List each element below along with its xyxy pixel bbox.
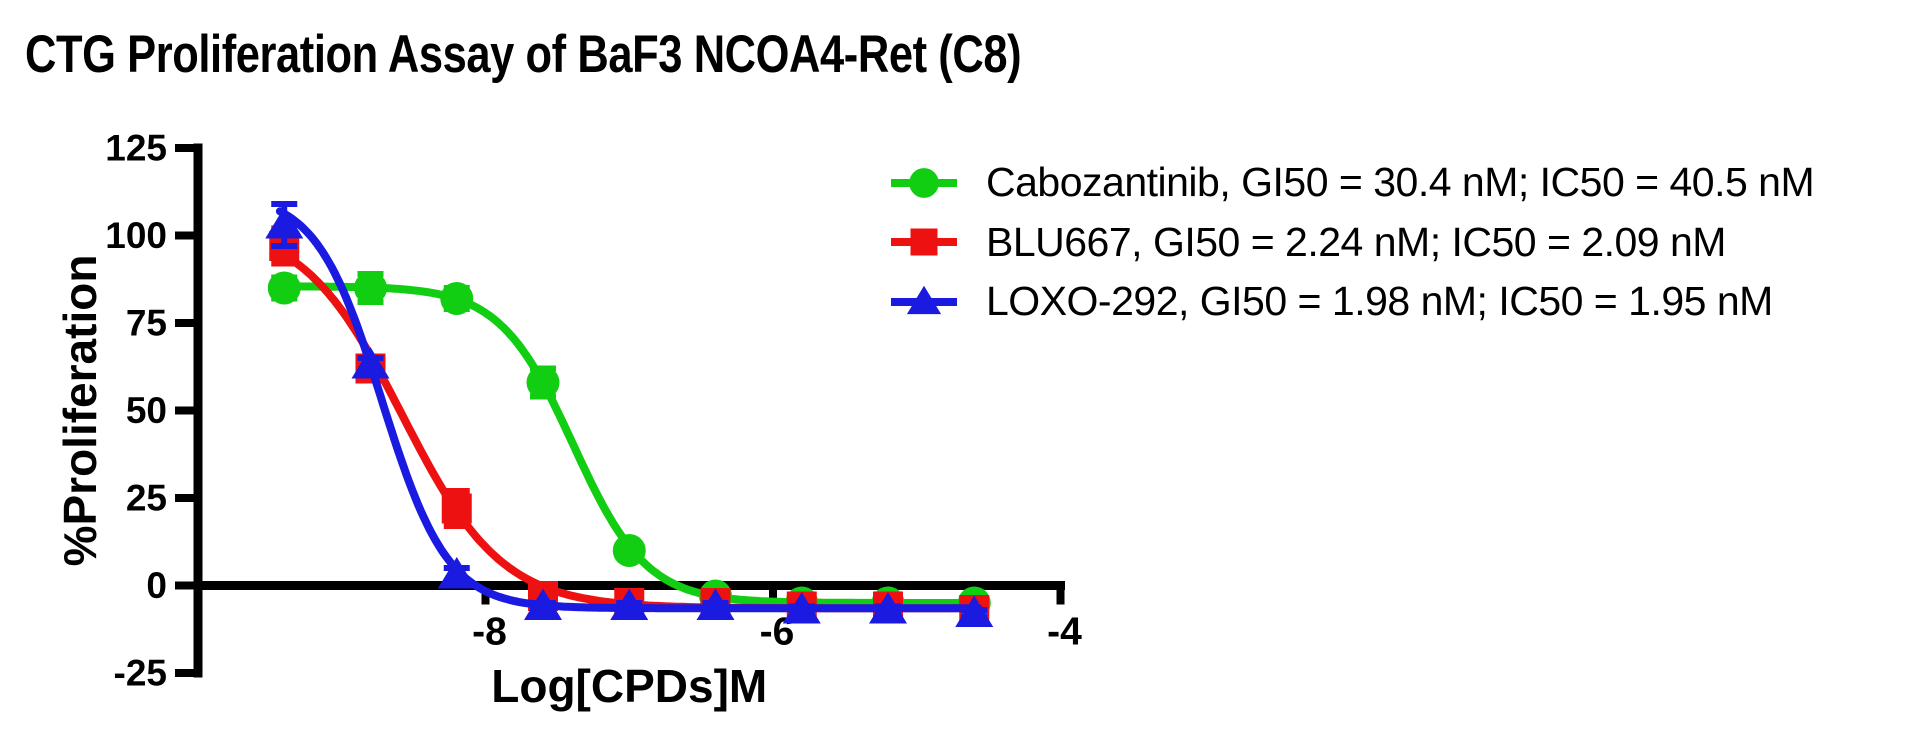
legend-marker-shape	[910, 228, 938, 256]
data-point-loxo-292	[782, 592, 821, 624]
y-tick-label: 100	[105, 215, 167, 256]
legend-item-blu667: BLU667, GI50 = 2.24 nM; IC50 = 2.09 nM	[888, 213, 1814, 273]
data-point-loxo-292	[610, 588, 649, 620]
x-tick-label: -4	[1047, 611, 1082, 654]
data-point-loxo-292	[869, 592, 907, 624]
data-point-loxo-292	[955, 595, 994, 627]
data-point-loxo-292	[696, 588, 735, 620]
legend-item-loxo292: LOXO-292, GI50 = 1.98 nM; IC50 = 1.95 nM	[888, 272, 1814, 332]
y-tick-label: 50	[126, 390, 167, 431]
y-axis-title: %Proliferation	[54, 255, 106, 567]
data-point-cabozantinib	[612, 534, 646, 567]
y-tick-label: 25	[126, 478, 167, 519]
data-point-cabozantinib	[354, 271, 387, 305]
data-point-loxo-292	[351, 347, 390, 379]
legend-marker-shape	[906, 285, 942, 314]
y-tick-label: -25	[114, 653, 167, 694]
legend-item-cabozantinib: Cabozantinib, GI50 = 30.4 nM; IC50 = 40.…	[888, 153, 1815, 213]
cabozantinib-circle-marker-icon	[891, 167, 957, 198]
x-tick-label: -8	[472, 611, 507, 654]
y-tick-label: 125	[105, 128, 167, 169]
series-loxo-292	[265, 201, 994, 627]
data-point-loxo-292	[524, 588, 562, 620]
series-cabozantinib	[267, 271, 991, 620]
chart-title: CTG Proliferation Assay of BaF3 NCOA4-Re…	[25, 25, 1022, 84]
legend-label-loxo292: LOXO-292, GI50 = 1.98 nM; IC50 = 1.95 nM	[986, 278, 1773, 325]
data-point-blu667	[441, 493, 472, 524]
data-point-loxo-292	[265, 207, 304, 239]
y-tick-label: 75	[126, 303, 167, 344]
legend-marker-shape	[909, 167, 939, 198]
data-point-cabozantinib	[526, 366, 560, 399]
legend-label-cabozantinib: Cabozantinib, GI50 = 30.4 nM; IC50 = 40.…	[986, 159, 1815, 206]
loxo292-triangle-marker-icon	[891, 285, 957, 314]
blu667-square-marker-icon	[891, 228, 957, 256]
data-point-loxo-292	[437, 557, 476, 589]
legend-label-blu667: BLU667, GI50 = 2.24 nM; IC50 = 2.09 nM	[986, 218, 1726, 265]
data-point-cabozantinib	[440, 282, 474, 315]
y-tick-label: 0	[146, 565, 167, 606]
x-axis-title: Log[CPDs]M	[491, 660, 767, 712]
legend: Cabozantinib, GI50 = 30.4 nM; IC50 = 40.…	[888, 153, 1815, 332]
data-point-cabozantinib	[267, 271, 301, 305]
